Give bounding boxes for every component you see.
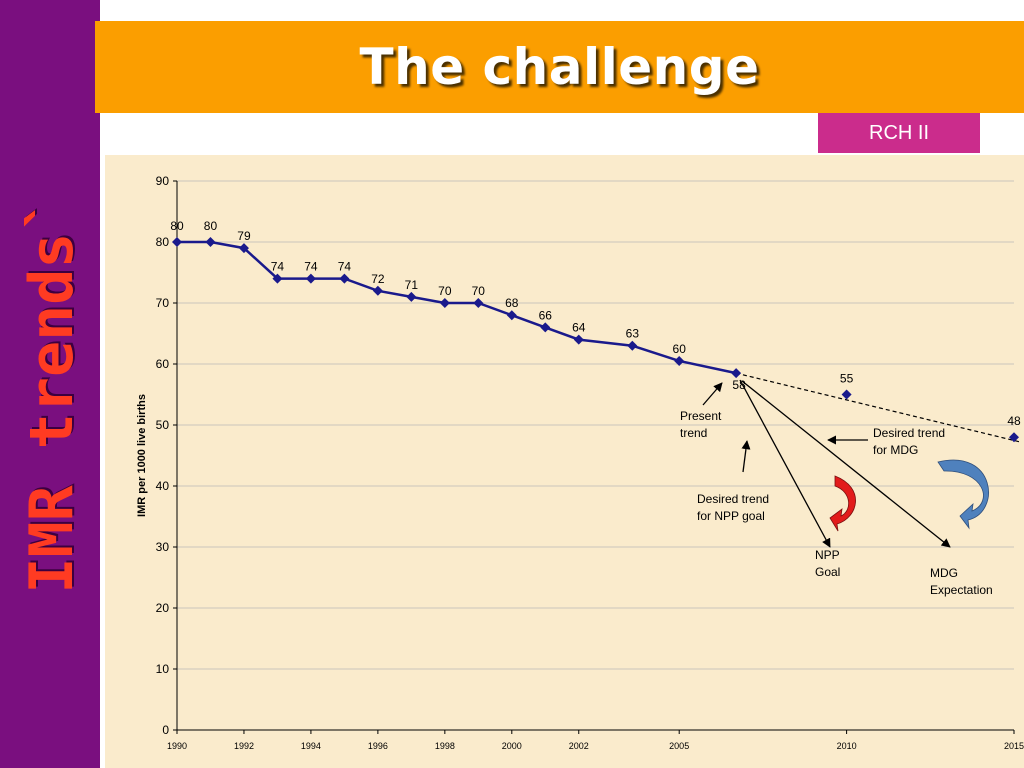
- data-label: 68: [505, 296, 519, 310]
- present-trend-annotation: Present trend: [680, 409, 722, 440]
- data-point: [573, 334, 584, 345]
- series-line: [177, 240, 737, 375]
- data-point: [439, 298, 450, 308]
- mdg-expectation-arrow: [741, 380, 951, 548]
- slide-title: The challenge: [359, 38, 760, 96]
- data-point: [674, 355, 685, 366]
- y-tick-label: 30: [156, 540, 170, 554]
- target-point: [841, 389, 852, 400]
- desired-npp-annotation-line: for NPP goal: [697, 509, 765, 523]
- desired-mdg-annotation-line: Desired trend: [873, 426, 945, 440]
- data-point: [473, 298, 484, 308]
- data-label: 64: [572, 321, 586, 335]
- npp-goal-annotation-line: NPP: [815, 548, 840, 562]
- x-tick-label: 1992: [234, 741, 254, 751]
- data-point: [506, 310, 517, 321]
- desired-npp-arrow: [741, 440, 751, 473]
- y-tick-label: 10: [156, 662, 170, 676]
- x-tick-label: 2002: [569, 741, 589, 751]
- x-tick-label: 2005: [669, 741, 689, 751]
- npp-goal-annotation: NPP Goal: [815, 548, 840, 579]
- data-point: [372, 285, 383, 296]
- y-tick-label: 70: [156, 296, 170, 310]
- mdg-expectation-annotation-line: Expectation: [930, 583, 993, 597]
- present-trend-annotation-line: trend: [680, 426, 707, 440]
- title-banner: The challenge: [95, 21, 1024, 113]
- data-point: [540, 322, 551, 333]
- red-curved-arrow: [829, 475, 856, 532]
- data-point: [238, 243, 249, 254]
- data-label: 71: [405, 278, 419, 292]
- data-label: 55: [840, 372, 854, 386]
- y-axis-label: IMR per 1000 live births: [136, 394, 148, 517]
- npp-goal-arrow: [739, 379, 831, 548]
- x-tick-label: 1996: [368, 741, 388, 751]
- desired-npp-annotation: Desired trend for NPP goal: [697, 492, 769, 523]
- mdg-expectation-annotation: MDG Expectation: [930, 566, 993, 597]
- desired-mdg-annotation: Desired trend for MDG: [873, 426, 945, 457]
- y-tick-label: 0: [162, 723, 169, 737]
- y-tick-label: 20: [156, 601, 170, 615]
- y-tick-label: 90: [156, 174, 170, 188]
- data-label: 70: [472, 284, 486, 298]
- y-tick-label: 60: [156, 357, 170, 371]
- target-point: [1009, 432, 1019, 443]
- data-label: 79: [237, 229, 251, 243]
- npp-goal-annotation-line: Goal: [815, 565, 840, 579]
- data-label: 48: [1007, 414, 1021, 428]
- data-label: 72: [371, 272, 385, 286]
- y-tick-label: 40: [156, 479, 170, 493]
- x-tick-label: 2000: [502, 741, 522, 751]
- tag-label: RCH II: [869, 121, 929, 144]
- tag-badge: RCH II: [818, 113, 980, 153]
- data-label: 74: [271, 260, 285, 274]
- data-point: [406, 291, 417, 302]
- blue-curved-arrow: [937, 459, 989, 530]
- data-label: 66: [539, 308, 553, 322]
- data-label: 80: [204, 219, 218, 233]
- y-tick-label: 80: [156, 235, 170, 249]
- data-point: [305, 273, 316, 284]
- desired-mdg-annotation-line: for MDG: [873, 443, 918, 457]
- x-tick-label: 1998: [435, 741, 455, 751]
- data-label: 80: [170, 219, 184, 233]
- mdg-expectation-annotation-line: MDG: [930, 566, 958, 580]
- present-trend-annotation-line: Present: [680, 409, 722, 423]
- data-label: 74: [338, 260, 352, 274]
- sidebar-panel: [0, 0, 100, 768]
- x-tick-label: 1990: [167, 741, 187, 751]
- x-tick-label: 2010: [837, 741, 857, 751]
- data-point: [172, 237, 182, 247]
- data-point: [272, 273, 283, 284]
- data-label: 60: [673, 342, 687, 356]
- x-tick-label: 2015: [1004, 741, 1024, 751]
- y-tick-label: 50: [156, 418, 170, 432]
- data-label: 63: [626, 327, 640, 341]
- desired-npp-annotation-line: Desired trend: [697, 492, 769, 506]
- data-label: 58: [732, 378, 746, 392]
- data-label: 70: [438, 284, 452, 298]
- x-tick-label: 1994: [301, 741, 321, 751]
- data-point: [731, 368, 742, 379]
- data-point: [627, 340, 638, 351]
- chart-background: [105, 155, 1024, 768]
- present-trend-arrow: [702, 382, 723, 406]
- data-point: [339, 273, 350, 284]
- data-point: [205, 237, 216, 247]
- data-label: 74: [304, 260, 318, 274]
